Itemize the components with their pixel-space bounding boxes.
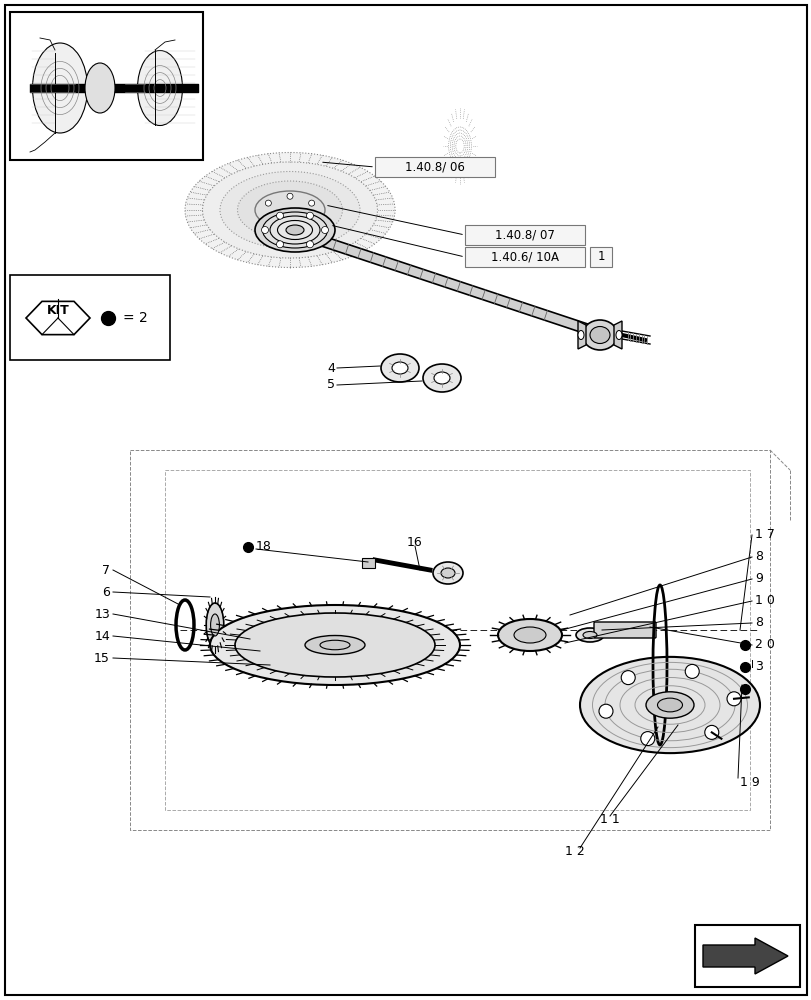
Bar [375,157,495,177]
Text: 4: 4 [327,361,335,374]
Circle shape [265,200,271,206]
Polygon shape [26,301,90,335]
Text: 1 1: 1 1 [599,813,619,826]
Ellipse shape [582,632,596,638]
Bar [465,225,584,245]
Ellipse shape [285,225,303,235]
Circle shape [726,692,740,706]
Text: 9: 9 [754,572,762,585]
Circle shape [306,241,313,248]
Circle shape [277,212,283,219]
Ellipse shape [513,627,545,643]
Ellipse shape [646,692,693,718]
Circle shape [599,704,612,718]
Bar [465,247,584,267]
Ellipse shape [616,330,621,340]
Text: KIT: KIT [46,304,69,316]
Bar [694,925,799,987]
Polygon shape [577,321,586,349]
Text: 14: 14 [94,630,109,642]
Text: 1.40.8/ 07: 1.40.8/ 07 [495,229,554,241]
FancyBboxPatch shape [594,622,655,638]
Text: 8: 8 [754,616,762,630]
Bar [10,275,169,360]
Circle shape [306,212,313,219]
Circle shape [308,214,315,220]
Ellipse shape [85,63,115,113]
Ellipse shape [440,568,454,578]
Ellipse shape [590,326,609,344]
Ellipse shape [255,208,335,252]
Ellipse shape [277,221,312,240]
Ellipse shape [206,603,224,647]
Circle shape [308,200,315,206]
Ellipse shape [234,613,435,677]
Text: 5: 5 [327,378,335,391]
Circle shape [261,227,268,234]
Polygon shape [702,938,787,974]
Circle shape [704,725,718,739]
Polygon shape [613,321,621,349]
Bar [590,247,611,267]
Text: 1.40.8/ 06: 1.40.8/ 06 [405,161,465,174]
Text: 1 7: 1 7 [754,528,774,542]
Text: 15: 15 [94,652,109,664]
Ellipse shape [581,320,616,350]
Ellipse shape [202,162,377,258]
Ellipse shape [237,181,342,239]
Text: 7: 7 [102,564,109,576]
Polygon shape [293,227,591,335]
Ellipse shape [255,191,324,229]
Ellipse shape [657,698,682,712]
Circle shape [684,664,698,678]
Circle shape [286,221,293,227]
Ellipse shape [185,153,394,268]
Circle shape [265,214,271,220]
Text: 16: 16 [406,536,423,548]
Text: 8: 8 [754,550,762,564]
Text: 13: 13 [94,607,109,620]
Circle shape [321,227,328,234]
Ellipse shape [210,614,219,636]
Text: = 2: = 2 [122,311,148,325]
Text: 1.40.6/ 10A: 1.40.6/ 10A [491,250,558,263]
Ellipse shape [392,362,407,374]
Ellipse shape [305,636,365,654]
Ellipse shape [577,330,583,340]
Ellipse shape [380,354,418,382]
Ellipse shape [432,562,462,584]
Ellipse shape [210,605,460,685]
Circle shape [286,193,293,199]
Bar [10,12,203,160]
Ellipse shape [137,51,182,126]
Ellipse shape [320,640,350,650]
Ellipse shape [579,657,759,753]
Circle shape [640,732,654,746]
Ellipse shape [433,372,449,384]
Text: 1 0: 1 0 [754,594,774,607]
Ellipse shape [220,172,359,249]
Ellipse shape [575,628,603,642]
Ellipse shape [32,43,88,133]
Ellipse shape [270,216,320,244]
Bar [362,558,375,568]
Circle shape [620,671,634,685]
Text: 1: 1 [597,250,604,263]
Circle shape [277,241,283,248]
Text: 1 9: 1 9 [739,776,759,788]
Ellipse shape [262,212,327,248]
Text: 6: 6 [102,585,109,598]
Text: 3: 3 [754,660,762,674]
Text: 18: 18 [255,540,272,554]
Text: 2 0: 2 0 [754,638,774,652]
Ellipse shape [423,364,461,392]
Ellipse shape [497,619,561,651]
Text: 1 2: 1 2 [564,845,584,858]
